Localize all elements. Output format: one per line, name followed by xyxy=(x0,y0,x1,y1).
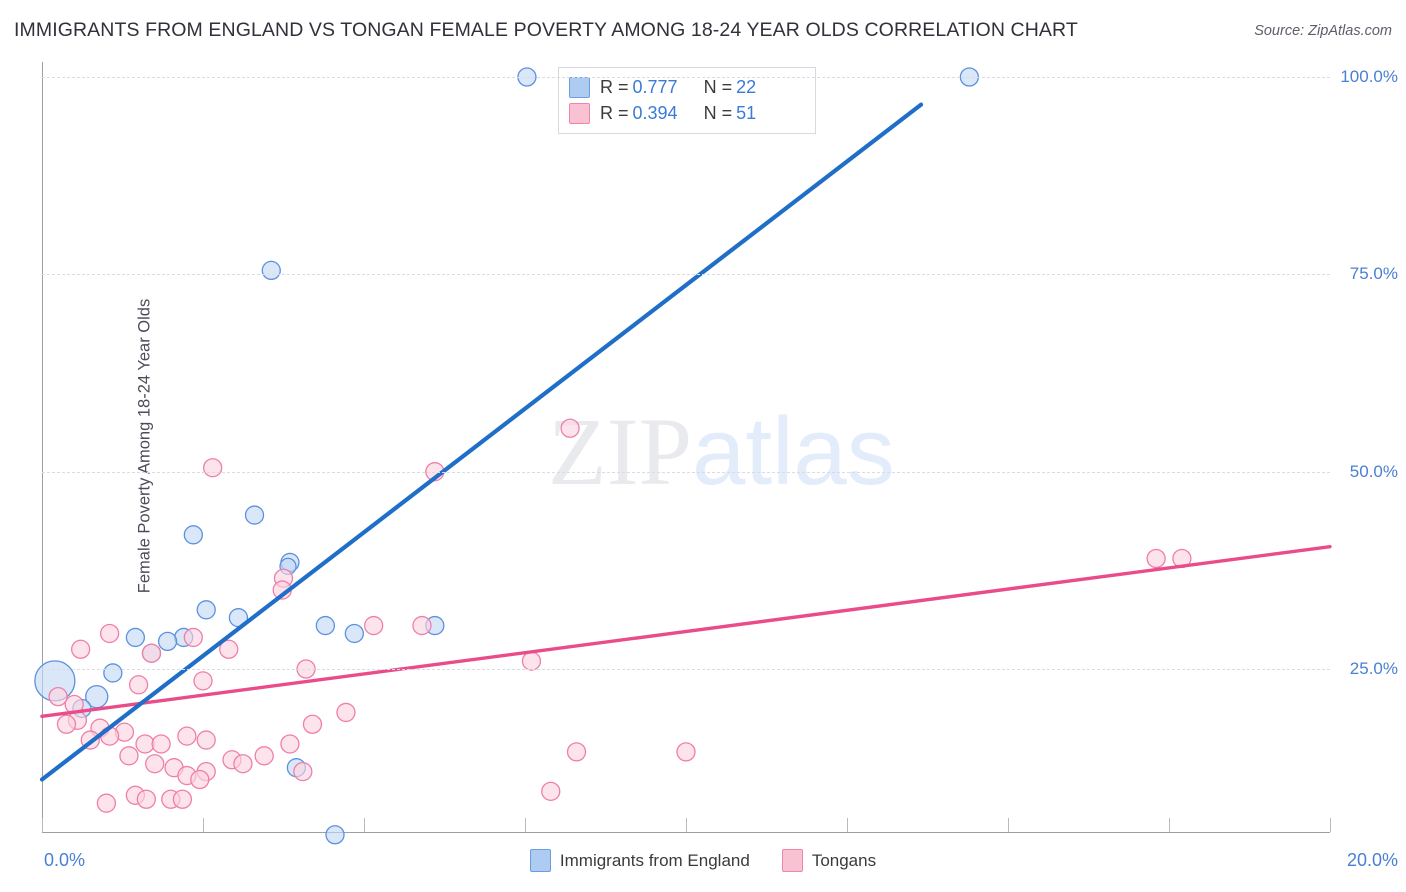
r-value-blue: 0.777 xyxy=(632,76,678,97)
x-axis-tick xyxy=(1330,818,1331,832)
y-axis-line xyxy=(42,62,43,832)
n-label-blue: N = xyxy=(703,76,733,97)
y-axis-label-75-0: 75.0% xyxy=(1349,264,1398,284)
correlation-stats-legend: R = 0.777 N = 22 R = 0.394 N = 51 xyxy=(558,67,816,134)
gridline-75 xyxy=(42,274,1330,276)
n-value-pink: 51 xyxy=(736,102,757,123)
x-axis-tick xyxy=(1008,818,1009,832)
legend-pink-swatch-icon xyxy=(781,849,803,872)
chart-title: IMMIGRANTS FROM ENGLAND VS TONGAN FEMALE… xyxy=(14,19,1078,41)
legend-entry-immigrants[interactable]: Immigrants from England xyxy=(529,849,750,872)
y-axis-label-100-0: 100.0% xyxy=(1340,67,1398,86)
legend-label-immigrants: Immigrants from England xyxy=(559,850,750,870)
legend-blue-swatch-icon xyxy=(529,849,551,872)
gridline-25 xyxy=(42,669,1330,670)
x-axis-max-label: 20.0% xyxy=(1346,850,1398,870)
series-legend: Immigrants from England Tongans xyxy=(0,849,1406,872)
x-axis-tick xyxy=(686,818,687,832)
stats-row-immigrants: R = 0.777 N = 22 xyxy=(569,74,805,100)
y-axis-title: Female Poverty Among 18-24 Year Olds xyxy=(135,298,154,594)
x-axis-tick xyxy=(1169,818,1170,832)
r-label-pink: R = xyxy=(600,102,629,123)
gridline-50 xyxy=(42,471,1330,473)
x-axis-tick xyxy=(203,818,204,832)
source-label: Source: ZipAtlas.com xyxy=(1254,23,1392,39)
x-axis-tick xyxy=(42,818,43,832)
r-value-pink: 0.394 xyxy=(632,102,678,123)
stats-row-tongans: R = 0.394 N = 51 xyxy=(569,100,805,126)
legend-label-tongans: Tongans xyxy=(811,850,877,870)
x-axis-tick xyxy=(525,818,526,832)
x-axis-tick xyxy=(847,818,848,832)
y-axis-label-50-0: 50.0% xyxy=(1349,461,1398,481)
r-label-blue: R = xyxy=(600,76,629,97)
x-axis-min-label: 0.0% xyxy=(44,850,86,870)
pink-swatch-icon xyxy=(569,102,590,124)
legend-entry-tongans[interactable]: Tongans xyxy=(781,849,877,872)
n-label-pink: N = xyxy=(703,102,733,123)
n-value-blue: 22 xyxy=(736,76,757,97)
x-axis-line xyxy=(42,832,1330,833)
gridline-100 xyxy=(42,77,1330,78)
x-axis-tick xyxy=(364,818,365,832)
blue-swatch-icon xyxy=(569,76,590,98)
plot-area xyxy=(42,62,1330,832)
y-axis-label-25-0: 25.0% xyxy=(1349,659,1398,678)
